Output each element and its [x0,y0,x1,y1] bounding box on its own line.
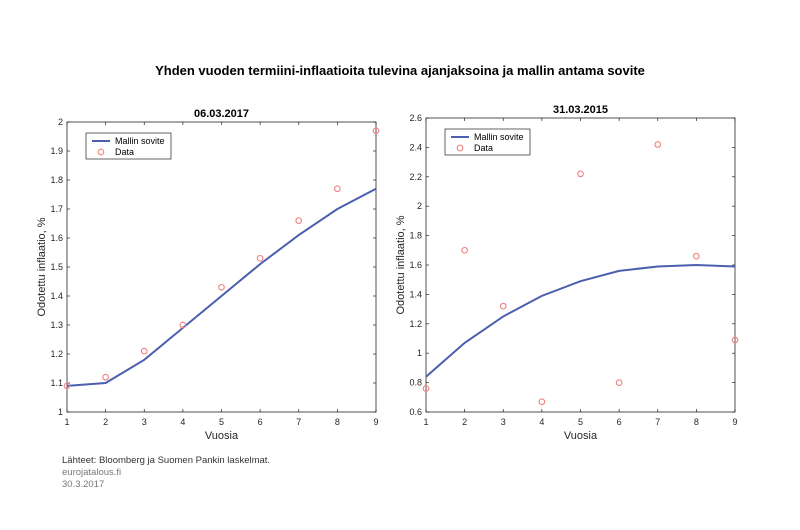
y-tick-label: 1.9 [50,146,63,156]
data-point [334,185,341,193]
y-tick-label: 2.2 [409,172,422,182]
y-axis-label: Odotettu inflaatio, % [36,217,48,316]
data-point [693,252,700,260]
legend-entry-data: Data [115,147,134,157]
legend-marker-swatch [97,148,105,156]
data-point [499,302,507,310]
page-title: Yhden vuoden termiini-inflaatioita tulev… [155,63,645,78]
x-tick-label: 2 [103,417,108,427]
y-tick-label: 1.6 [50,233,63,243]
data-point [577,170,584,178]
y-tick-label: 0.6 [409,407,422,417]
y-tick-label: 1.5 [50,262,63,272]
y-tick-label: 1.4 [50,291,63,301]
x-tick-label: 4 [180,417,185,427]
data-point [372,127,380,135]
y-tick-label: 1.4 [409,289,422,299]
y-tick-label: 1.2 [50,349,63,359]
x-tick-label: 7 [655,417,660,427]
x-tick-label: 3 [501,417,506,427]
x-axis-label: Vuosia [564,430,598,442]
y-tick-label: 1.8 [409,231,422,241]
y-tick-label: 1.3 [50,320,63,330]
fit-line [425,263,736,378]
y-tick-label: 2 [58,117,63,127]
source-note: Lähteet: Bloomberg ja Suomen Pankin lask… [62,455,271,466]
data-point [218,283,225,291]
data-point [654,141,662,148]
y-tick-label: 1 [417,348,422,358]
plot-area [66,121,377,413]
x-tick-label: 4 [539,417,544,427]
data-point [461,246,468,254]
y-tick-label: 1.7 [50,204,63,214]
y-tick-label: 0.8 [409,378,422,388]
x-axis-label: Vuosia [205,430,239,442]
data-point [538,398,546,406]
data-point [256,254,264,262]
legend-marker-swatch [456,144,464,152]
data-point [179,321,187,329]
chart-title: 31.03.2015 [553,104,608,116]
legend-entry-fit: Mallin sovite [474,132,524,142]
data-point [102,373,109,381]
y-tick-label: 2 [417,201,422,211]
footer: Lähteet: Bloomberg ja Suomen Pankin lask… [62,455,270,491]
legend-entry-fit: Mallin sovite [115,136,165,146]
y-tick-label: 1.6 [409,260,422,270]
y-tick-label: 1.2 [409,319,422,329]
x-tick-label: 5 [578,417,583,427]
x-tick-label: 8 [335,417,340,427]
data-point [422,385,430,392]
data-point [615,379,623,386]
fit-line [66,187,377,387]
x-tick-label: 9 [732,417,737,427]
data-point [63,382,71,390]
y-tick-label: 1 [58,407,63,417]
x-tick-label: 5 [219,417,224,427]
y-tick-label: 1.8 [50,175,63,185]
x-tick-label: 6 [617,417,622,427]
y-axis-label: Odotettu inflaatio, % [395,215,407,314]
x-tick-label: 2 [462,417,467,427]
x-tick-label: 6 [258,417,263,427]
y-tick-label: 2.6 [409,113,422,123]
x-tick-label: 9 [373,417,378,427]
x-tick-label: 1 [64,417,69,427]
chart-title: 06.03.2017 [194,108,249,120]
chart-right: 1 2 3 4 5 6 7 8 9 0.6 0.8 1 1.2 1.4 1.6 1.8 2 2.2 2.4 2.6 31… [395,104,739,442]
data-point [731,336,739,344]
y-tick-label: 1.1 [50,378,63,388]
data-point [140,347,148,355]
legend-entry-data: Data [474,143,493,153]
x-tick-label: 7 [296,417,301,427]
x-tick-label: 3 [142,417,147,427]
data-point [295,217,303,224]
publish-date: 30.3.2017 [62,479,105,490]
y-tick-label: 2.4 [409,142,422,152]
x-tick-label: 1 [423,417,428,427]
site-name: eurojatalous.fi [62,467,122,478]
chart-left: 1 2 3 4 5 6 7 8 9 1 1.1 1.2 1.3 1.4 1.5 1.6 1.7 1.8 1.9 2 06… [36,108,380,442]
x-tick-label: 8 [694,417,699,427]
